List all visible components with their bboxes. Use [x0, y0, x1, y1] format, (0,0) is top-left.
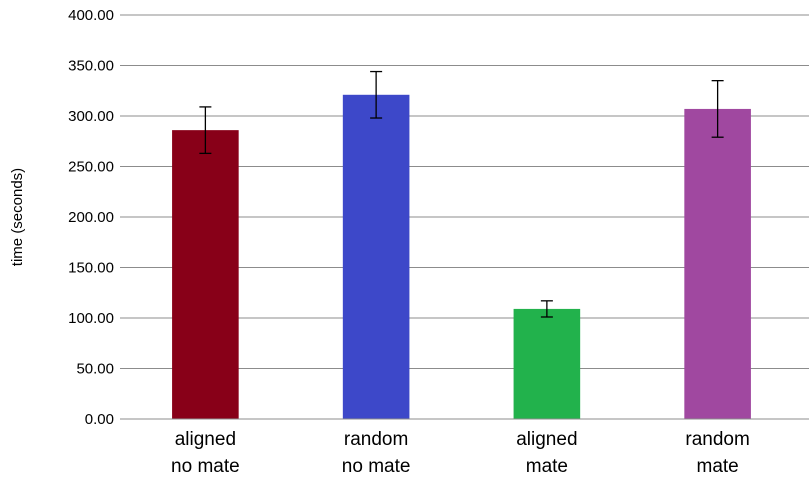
y-axis-tick-labels: 0.00 50.00 100.00 150.00 200.00 250.00 300.00 3… [68, 7, 114, 428]
bar [172, 130, 239, 419]
error-bars [199, 70, 724, 318]
bars [172, 94, 751, 420]
x-category-label: mate [697, 456, 739, 477]
x-category-label: random [685, 429, 749, 450]
y-tick-label: 300.00 [68, 108, 114, 125]
y-tick-label: 400.00 [68, 7, 114, 24]
bar [513, 308, 581, 419]
y-tick-label: 200.00 [68, 209, 114, 226]
x-category-label: mate [526, 456, 568, 477]
x-axis-category-labels: aligned no mate random no mate aligned mate ra… [171, 429, 750, 477]
bar [342, 94, 410, 419]
x-category-label: no mate [171, 456, 240, 477]
y-axis-title: time (seconds) [9, 168, 26, 266]
x-category-label: random [344, 429, 408, 450]
y-tick-label: 250.00 [68, 159, 114, 176]
x-category-label: aligned [516, 429, 577, 450]
y-tick-label: 0.00 [85, 411, 114, 428]
x-category-label: no mate [342, 456, 411, 477]
y-tick-label: 350.00 [68, 58, 114, 75]
bar [684, 108, 751, 420]
x-category-label: aligned [175, 429, 236, 450]
y-tick-label: 50.00 [76, 361, 114, 378]
y-tick-label: 100.00 [68, 310, 114, 327]
y-tick-label: 150.00 [68, 260, 114, 277]
